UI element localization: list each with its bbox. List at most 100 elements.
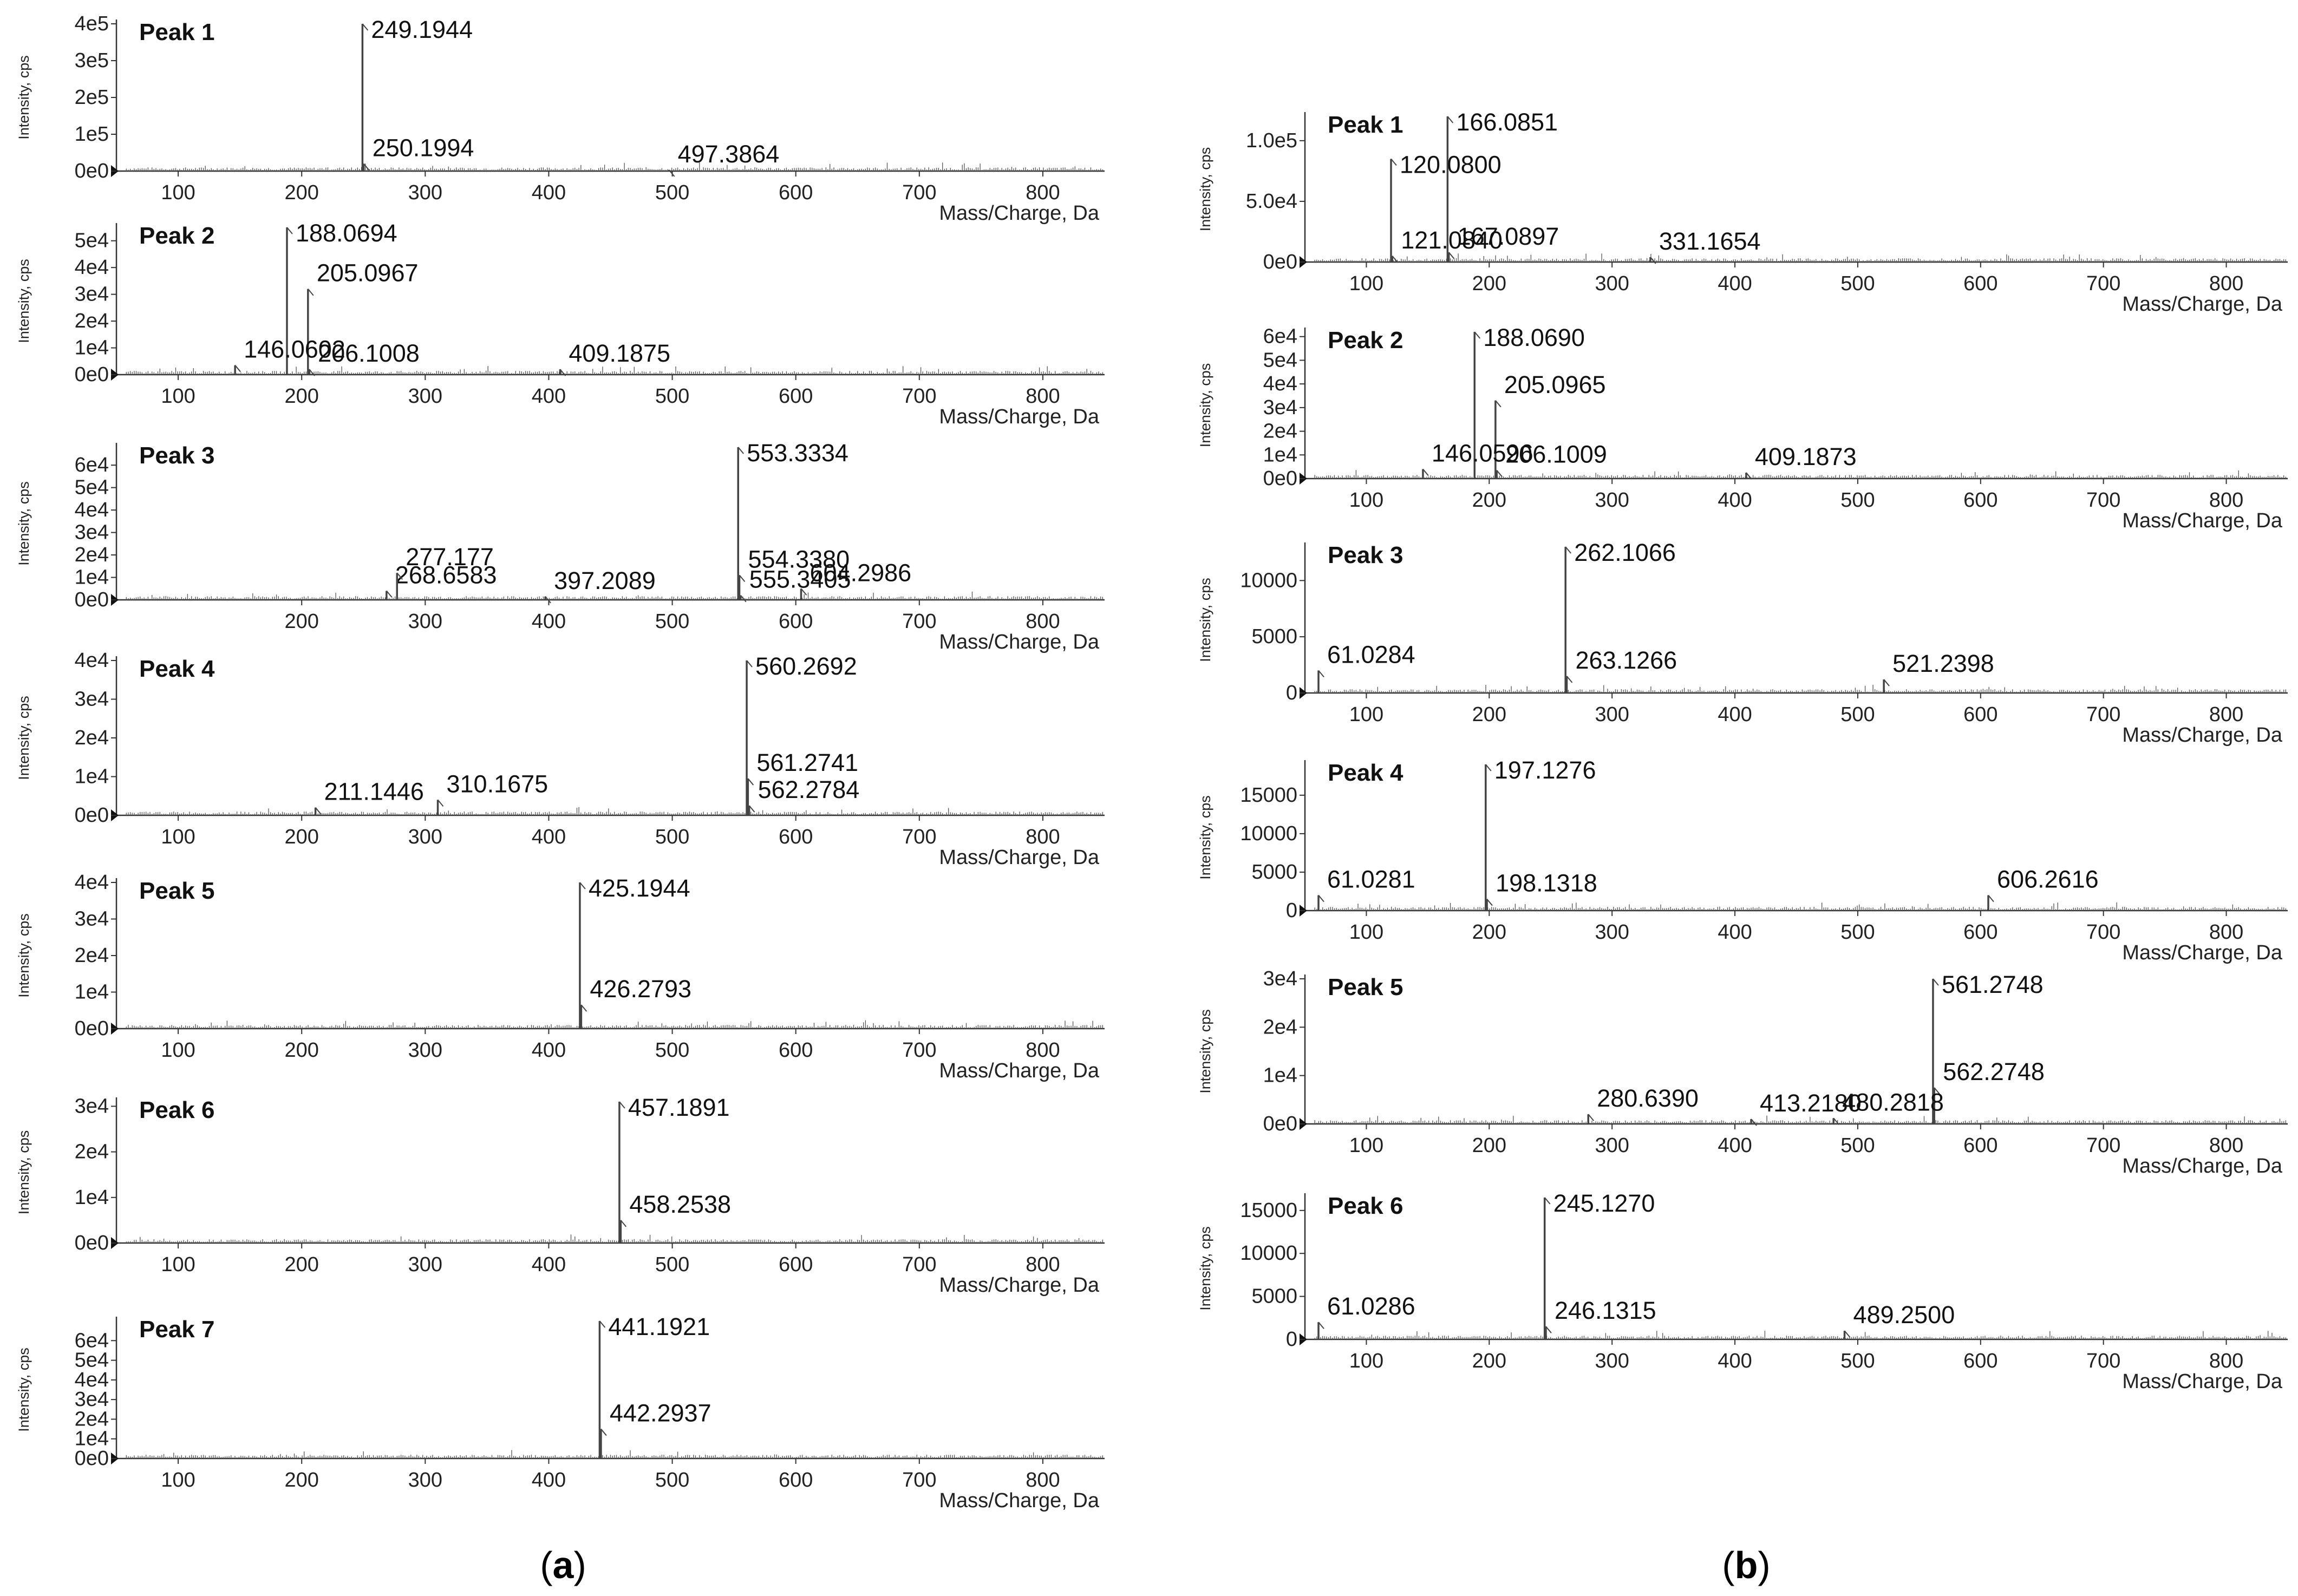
panel-title: Peak 6 [139, 1097, 214, 1123]
peak-flag [1390, 158, 1397, 166]
peak-flag [286, 227, 293, 234]
peak-label: 413.2180 [1760, 1089, 1862, 1117]
spectrum-panel-a-1: 0e0 1e5 2e5 3e5 4e5 100 200 300 400 500 600 700 800M… [16, 12, 1105, 225]
peak-flag [1474, 331, 1481, 339]
peak-label: 426.2793 [590, 975, 691, 1003]
y-tick-label: 4e4 [75, 649, 109, 672]
peak-flag [1392, 256, 1399, 263]
peak-flag [1318, 670, 1324, 678]
x-tick-label: 600 [1963, 1350, 1997, 1372]
x-tick-label: 400 [532, 181, 566, 204]
peak-flag [740, 595, 747, 603]
x-tick-label: 600 [779, 1039, 813, 1062]
x-tick-label: 500 [1840, 1134, 1875, 1157]
panel-title: Peak 1 [1328, 112, 1403, 138]
x-axis-title: Mass/Charge, Da [939, 1059, 1100, 1082]
x-tick-label: 700 [2086, 921, 2120, 944]
spectrum-panel-b-3: 0 5000 10000 100 200 300 400 500 600 700 800Mass/C… [1197, 539, 2288, 747]
peak-label: 146.0602 [244, 336, 345, 363]
y-tick-label: 1e4 [75, 566, 109, 589]
x-axis-title: Mass/Charge, Da [939, 1489, 1100, 1512]
y-tick-label: 4e5 [75, 12, 109, 35]
x-tick-label: 800 [1026, 826, 1060, 848]
y-tick-label: 10000 [1240, 569, 1297, 592]
peak-flag [1588, 1114, 1595, 1121]
panel-title: Peak 4 [139, 656, 215, 682]
y-tick-label: 0e0 [1263, 251, 1297, 273]
caption-a: (a) [540, 1544, 586, 1586]
peak-label: 497.3864 [678, 140, 780, 168]
peak-label: 561.2741 [756, 749, 858, 776]
y-tick-label: 4e4 [75, 871, 109, 894]
y-axis-title: Intensity, cps [1197, 1226, 1213, 1311]
panel-title: Peak 1 [139, 19, 214, 45]
x-tick-label: 300 [1595, 1134, 1629, 1157]
y-tick-label: 0e0 [75, 1017, 109, 1040]
x-tick-label: 400 [1718, 1134, 1752, 1157]
x-tick-label: 100 [1349, 272, 1383, 295]
baseline-noise [126, 591, 1104, 600]
peak-flag [1565, 546, 1571, 554]
x-tick-label: 200 [1472, 703, 1506, 726]
x-tick-label: 200 [284, 385, 318, 408]
y-tick-label: 0e0 [1263, 467, 1297, 490]
x-tick-label: 200 [284, 1469, 318, 1492]
x-tick-label: 100 [1349, 703, 1383, 726]
x-axis-title: Mass/Charge, Da [2122, 1370, 2283, 1393]
y-tick-label: 6e4 [1263, 325, 1297, 348]
y-axis-title: Intensity, cps [16, 481, 32, 566]
peak-flag [747, 778, 754, 786]
x-axis-title: Mass/Charge, Da [939, 1274, 1100, 1297]
peak-flag [1650, 257, 1656, 264]
y-axis-title: Intensity, cps [16, 1348, 32, 1432]
y-tick-label: 2e4 [1263, 420, 1297, 443]
peak-label: 553.3334 [747, 439, 848, 467]
y-tick-label: 3e4 [1263, 396, 1297, 419]
x-tick-label: 500 [1840, 272, 1875, 295]
spectrum-panel-a-4: 0e0 1e4 2e4 3e4 4e4 100 200 300 400 500 600 700 800M… [16, 649, 1105, 869]
y-tick-label: 5e4 [1263, 349, 1297, 371]
x-tick-label: 700 [902, 826, 936, 848]
peak-flag [1495, 400, 1501, 408]
x-tick-label: 700 [2086, 489, 2120, 512]
peak-flag [619, 1101, 625, 1109]
x-tick-label: 200 [284, 610, 318, 633]
x-tick-label: 300 [1595, 489, 1629, 512]
x-tick-label: 500 [655, 181, 689, 204]
peak-label: 555.3405 [749, 566, 851, 593]
peak-label: 480.2818 [1842, 1088, 1944, 1116]
peak-label: 562.2748 [1943, 1058, 2045, 1085]
x-tick-label: 100 [161, 826, 195, 848]
y-tick-label: 5000 [1251, 625, 1297, 648]
y-tick-label: 2e5 [75, 86, 109, 109]
x-tick-label: 600 [779, 1469, 813, 1492]
y-axis-title: Intensity, cps [1197, 363, 1213, 448]
x-tick-label: 800 [1026, 385, 1060, 408]
x-tick-label: 800 [1026, 1469, 1060, 1492]
x-tick-label: 200 [284, 826, 318, 848]
peak-flag [545, 596, 551, 604]
y-tick-label: 1.0e5 [1246, 129, 1297, 152]
x-tick-label: 100 [161, 181, 195, 204]
peak-flag [362, 23, 369, 31]
y-tick-label: 1e4 [75, 766, 109, 788]
x-axis-title: Mass/Charge, Da [2122, 941, 2283, 964]
y-tick-label: 0 [1286, 899, 1297, 922]
peak-label: 310.1675 [447, 770, 549, 797]
y-tick-label: 0e0 [75, 1232, 109, 1254]
y-axis-title: Intensity, cps [16, 259, 32, 343]
peak-label: 206.1008 [318, 339, 420, 367]
y-tick-label: 15000 [1240, 1199, 1297, 1222]
x-tick-label: 300 [408, 610, 442, 633]
baseline-noise [1314, 684, 2287, 693]
x-tick-label: 700 [902, 385, 936, 408]
y-tick-label: 0e0 [75, 588, 109, 611]
peak-flag [746, 660, 753, 668]
x-tick-label: 700 [2086, 703, 2120, 726]
y-tick-label: 5.0e4 [1246, 190, 1297, 213]
y-tick-label: 6e4 [75, 454, 109, 476]
x-tick-label: 500 [655, 1039, 689, 1062]
x-tick-label: 100 [1349, 1134, 1383, 1157]
